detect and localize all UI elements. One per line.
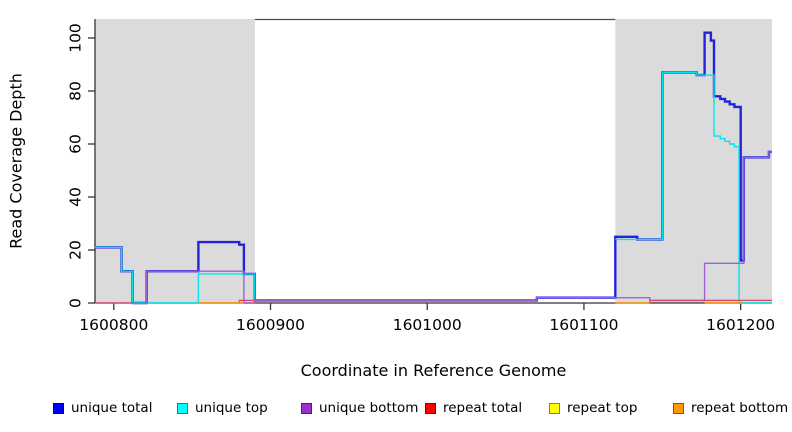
x-tick-label: 1600900 <box>236 316 305 334</box>
x-tick-label: 1601000 <box>393 316 462 334</box>
y-axis-title: Read Coverage Depth <box>6 73 26 249</box>
y-tick-label: 0 <box>67 298 85 308</box>
x-tick-label: 1601100 <box>549 316 618 334</box>
y-tick-label: 20 <box>67 240 85 260</box>
y-tick-label: 40 <box>67 187 85 207</box>
y-tick-label: 80 <box>67 81 85 101</box>
y-tick-label: 100 <box>67 23 85 53</box>
right-gray-region <box>615 19 772 303</box>
x-axis-title: Coordinate in Reference Genome <box>300 361 567 380</box>
y-tick-label: 60 <box>67 134 85 154</box>
x-tick-label: 1600800 <box>79 316 148 334</box>
series-line-unique-bottom <box>145 151 772 304</box>
series-line-unique-top <box>615 71 772 304</box>
left-gray-region <box>95 19 255 303</box>
x-tick-label: 1601200 <box>706 316 775 334</box>
